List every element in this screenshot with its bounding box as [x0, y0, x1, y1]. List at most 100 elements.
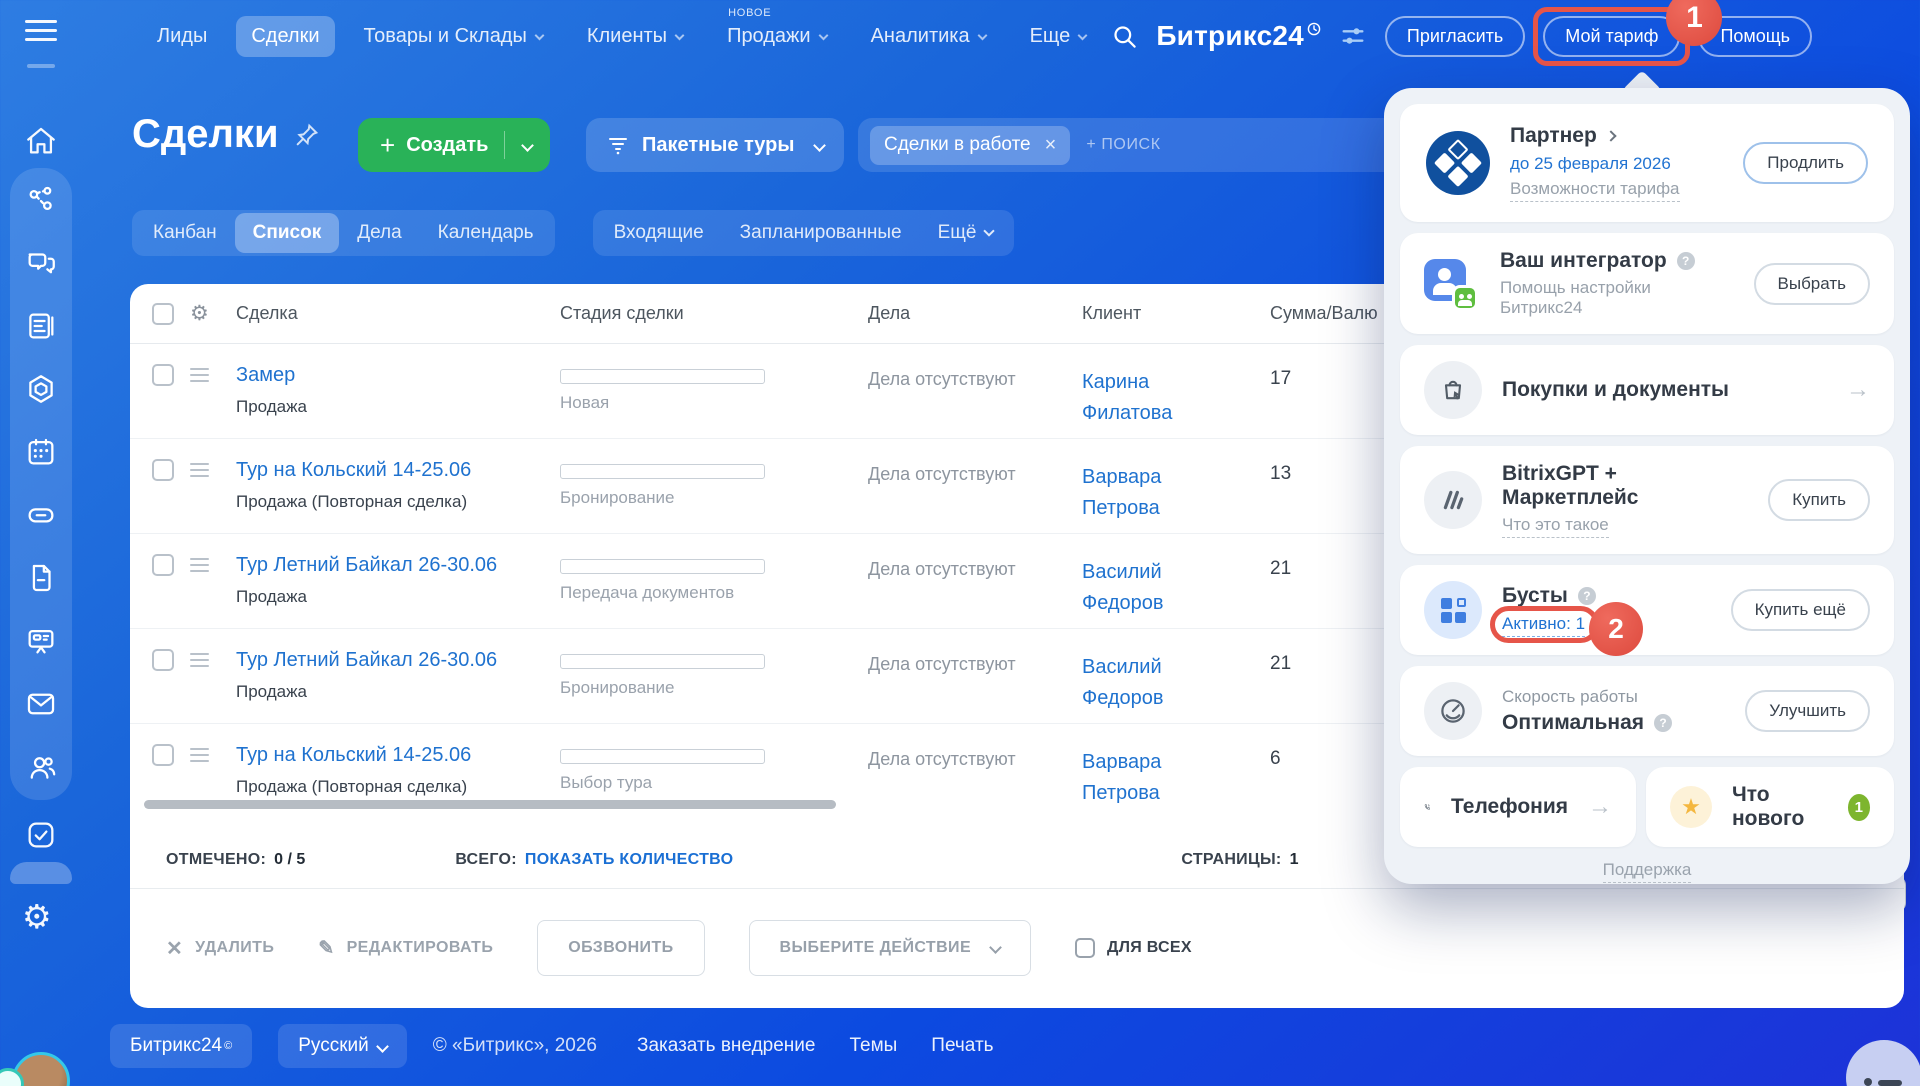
- deal-link[interactable]: Замер: [236, 364, 296, 386]
- help-question-icon[interactable]: ?: [1654, 714, 1673, 732]
- telephony-card[interactable]: Телефония →: [1400, 767, 1636, 847]
- helpdesk-widget[interactable]: [1846, 1040, 1920, 1086]
- footer-link[interactable]: Печать: [931, 1035, 994, 1056]
- nav-menu-item[interactable]: Аналитика: [856, 16, 1001, 57]
- footer-link[interactable]: Заказать внедрение: [636, 1035, 816, 1056]
- row-checkbox[interactable]: [152, 649, 174, 671]
- help-question-icon[interactable]: ?: [1676, 252, 1695, 270]
- table-row[interactable]: Тур Летний Байкал 26-30.06 Продажа Перед…: [130, 534, 1904, 629]
- my-tariff-button[interactable]: Мой тариф: [1543, 15, 1681, 57]
- drag-handle-icon[interactable]: [190, 463, 236, 481]
- integrator-title[interactable]: Ваш интегратор?: [1500, 249, 1734, 273]
- drag-handle-icon[interactable]: [190, 748, 236, 766]
- client-link[interactable]: Василий Федоров: [1082, 656, 1164, 709]
- pages-value[interactable]: 1: [1289, 851, 1299, 868]
- drag-handle-icon[interactable]: [190, 653, 236, 671]
- column-header[interactable]: Дела: [868, 303, 911, 323]
- for-all-option[interactable]: ДЛЯ ВСЕХ: [1075, 938, 1192, 958]
- crm-icon[interactable]: [10, 357, 72, 420]
- nav-menu-item[interactable]: Еще: [1015, 16, 1102, 57]
- chevron-down-icon[interactable]: [521, 138, 535, 152]
- filter-chip[interactable]: Сделки в работе ×: [870, 125, 1071, 165]
- news-feed-icon[interactable]: [10, 294, 72, 357]
- table-settings-gear-icon[interactable]: ⚙: [190, 302, 209, 325]
- horizontal-scrollbar[interactable]: [144, 800, 836, 809]
- row-checkbox[interactable]: [152, 554, 174, 576]
- view-tab[interactable]: Дела: [357, 222, 402, 243]
- corner-widget-icon[interactable]: [0, 1068, 24, 1086]
- show-count-link[interactable]: ПОКАЗАТЬ КОЛИЧЕСТВО: [524, 851, 734, 868]
- view-tab[interactable]: Календарь: [437, 222, 534, 243]
- select-all-checkbox[interactable]: [152, 302, 174, 325]
- documents-icon[interactable]: [10, 546, 72, 609]
- buy-marketplace-button[interactable]: Купить: [1768, 479, 1870, 521]
- settings-sliders-icon[interactable]: [1339, 22, 1367, 50]
- funnel-selector-button[interactable]: Пакетные туры: [586, 118, 845, 172]
- filter-tab[interactable]: Запланированные: [739, 222, 902, 243]
- view-tab[interactable]: Канбан: [153, 222, 217, 243]
- table-row[interactable]: Тур на Кольский 14-25.06 Продажа (Повтор…: [130, 724, 1904, 819]
- nav-menu-item[interactable]: Сделки: [236, 15, 335, 57]
- edit-button[interactable]: ✎ РЕДАКТИРОВАТЬ: [318, 937, 494, 959]
- purchases-card[interactable]: Покупки и документы →: [1400, 345, 1894, 435]
- messenger-icon[interactable]: [10, 231, 72, 294]
- table-row[interactable]: Тур на Кольский 14-25.06 Продажа (Повтор…: [130, 439, 1904, 534]
- improve-speed-button[interactable]: Улучшить: [1745, 690, 1870, 732]
- sidebar-collapsed-item[interactable]: [10, 862, 72, 884]
- calendar-icon[interactable]: [10, 420, 72, 483]
- drag-handle-icon[interactable]: [190, 368, 236, 386]
- table-row[interactable]: Замер Продажа Новая Дела отсутствуют Кар…: [130, 344, 1904, 439]
- marketplace-info-link[interactable]: Что это такое: [1502, 515, 1609, 538]
- language-selector[interactable]: Русский: [278, 1024, 407, 1068]
- nav-menu-item[interactable]: НОВОЕ Продажи: [712, 7, 842, 57]
- settings-gear-icon[interactable]: ⚙: [22, 898, 52, 935]
- pin-icon[interactable]: [293, 121, 321, 149]
- automation-icon[interactable]: [10, 168, 72, 231]
- nav-menu-item[interactable]: Лиды: [157, 24, 208, 47]
- choose-integrator-button[interactable]: Выбрать: [1753, 262, 1870, 305]
- tasks-icon[interactable]: [24, 818, 58, 852]
- column-header[interactable]: Клиент: [1082, 303, 1142, 323]
- row-checkbox[interactable]: [152, 364, 174, 386]
- drag-handle-icon[interactable]: [190, 558, 236, 576]
- column-header[interactable]: Сделка: [236, 303, 298, 323]
- support-link[interactable]: Поддержка: [1602, 860, 1692, 883]
- table-row[interactable]: Тур Летний Байкал 26-30.06 Продажа Брони…: [130, 629, 1904, 724]
- remove-filter-icon[interactable]: ×: [1044, 133, 1057, 156]
- search-icon[interactable]: [1111, 23, 1138, 50]
- drive-icon[interactable]: [10, 483, 72, 546]
- deal-link[interactable]: Тур на Кольский 14-25.06: [236, 459, 472, 481]
- row-checkbox[interactable]: [152, 459, 174, 481]
- nav-menu-item[interactable]: Клиенты: [572, 16, 698, 57]
- prolong-button[interactable]: Продлить: [1743, 142, 1868, 184]
- client-link[interactable]: Карина Филатова: [1082, 371, 1173, 424]
- whats-new-card[interactable]: ★ Что нового 1: [1646, 767, 1894, 847]
- buy-more-boosts-button[interactable]: Купить ещё: [1730, 589, 1870, 631]
- plan-features-link[interactable]: Возможности тарифа: [1510, 179, 1680, 202]
- nav-menu-item[interactable]: Товары и Склады: [349, 16, 558, 57]
- boosts-active-link[interactable]: Активно: 1: [1502, 614, 1586, 637]
- invite-button[interactable]: Пригласить: [1384, 15, 1526, 57]
- footer-brand-chip[interactable]: Битрикс24 ©: [110, 1024, 253, 1068]
- client-link[interactable]: Варвара Петрова: [1082, 466, 1162, 519]
- client-link[interactable]: Василий Федоров: [1082, 561, 1164, 614]
- column-header[interactable]: Сумма/Валю: [1270, 303, 1378, 323]
- deal-link[interactable]: Тур Летний Байкал 26-30.06: [236, 554, 498, 576]
- plan-title[interactable]: Партнер: [1510, 124, 1723, 148]
- delete-button[interactable]: ✕ УДАЛИТЬ: [166, 937, 275, 960]
- deal-link[interactable]: Тур на Кольский 14-25.06: [236, 744, 472, 766]
- home-icon[interactable]: [24, 124, 58, 158]
- mail-icon[interactable]: [10, 672, 72, 735]
- choose-action-dropdown[interactable]: ВЫБЕРИТЕ ДЕЙСТВИЕ: [748, 920, 1032, 976]
- view-tab[interactable]: Список: [234, 213, 340, 253]
- create-button[interactable]: + Создать: [358, 118, 551, 172]
- company-icon[interactable]: [10, 735, 72, 798]
- filter-tab[interactable]: Ещё: [920, 213, 1012, 253]
- filter-tab[interactable]: Входящие: [613, 222, 704, 243]
- column-header[interactable]: Стадия сделки: [560, 303, 684, 323]
- video-meetings-icon[interactable]: [10, 609, 72, 672]
- for-all-checkbox[interactable]: [1075, 938, 1096, 958]
- deal-link[interactable]: Тур Летний Байкал 26-30.06: [236, 649, 498, 671]
- plan-expiry-link[interactable]: до 25 февраля 2026: [1510, 154, 1671, 173]
- menu-hamburger-icon[interactable]: [25, 20, 57, 47]
